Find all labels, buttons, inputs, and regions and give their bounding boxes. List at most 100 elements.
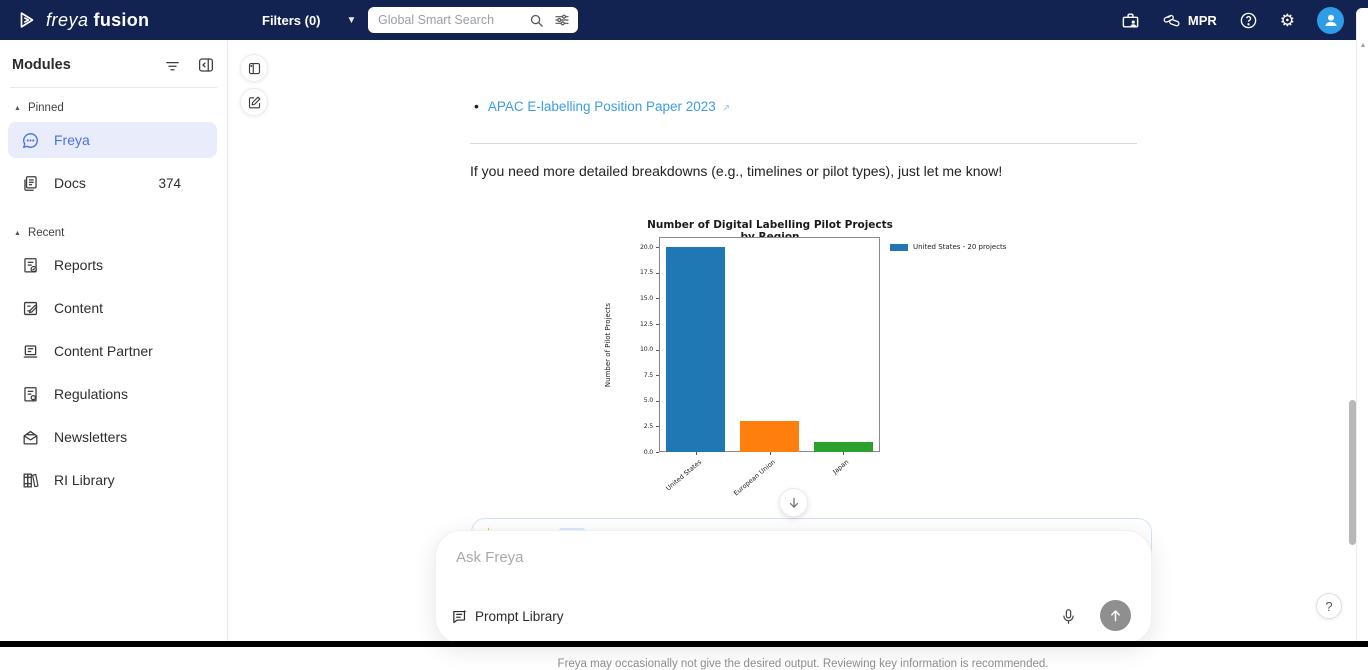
chart-y-tick (656, 375, 659, 377)
chart-y-tick (656, 324, 659, 326)
envelope-icon (20, 428, 40, 447)
message-divider (470, 143, 1137, 144)
search-settings-sliders-icon[interactable] (554, 12, 570, 28)
regulation-doc-icon (20, 385, 40, 404)
chart-y-tick-label: 12.5 (640, 320, 653, 328)
top-navbar: freya fusion Filters (0) ▼ (0, 0, 1368, 40)
sidebar-filter-icon[interactable] (164, 57, 181, 74)
documents-icon (20, 174, 40, 193)
ask-freya-input[interactable] (456, 549, 1126, 599)
chart-x-tick-label: European Union (731, 458, 777, 498)
sidebar-collapse-icon[interactable] (197, 56, 215, 74)
mpr-nav-item[interactable]: MPR (1162, 11, 1217, 30)
search-icon[interactable] (529, 13, 544, 28)
scrollbar-up-arrow[interactable]: ▲ (1359, 42, 1367, 49)
sidebar-item-content-partner[interactable]: Content Partner (8, 333, 217, 369)
sidebar-title: Modules (12, 57, 71, 73)
chart-y-axis-label: Number of Pilot Projects (604, 302, 612, 387)
chart-x-tick (695, 452, 697, 455)
sidebar-item-label: Newsletters (54, 429, 128, 445)
prompt-library-button[interactable]: Prompt Library (451, 608, 564, 625)
sidebar-item-label: Reports (54, 257, 104, 273)
modules-sidebar: Modules ▲ Pinned Freya (0, 40, 228, 641)
chart-y-tick (656, 452, 659, 453)
workspace-briefcase-icon[interactable] (1121, 11, 1140, 30)
device-icon (20, 342, 40, 361)
chart-legend-item: United States - 20 projects (890, 243, 1006, 251)
window-bottom-edge (0, 641, 1368, 647)
chart-bar (740, 421, 799, 452)
section-label-recent: Recent (27, 227, 65, 239)
disclaimer-text: Freya may occasionally not give the desi… (557, 658, 1049, 670)
send-button[interactable] (1100, 600, 1131, 631)
toggle-conversation-panel-button[interactable] (240, 54, 268, 82)
chart-y-tick (656, 349, 659, 351)
books-icon (20, 471, 40, 490)
chat-main-area: • APAC E-labelling Position Paper 2023 ↗… (229, 40, 1368, 670)
bullet-point: • (474, 98, 479, 114)
sidebar-item-docs[interactable]: Docs 374 (8, 165, 217, 201)
sidebar-item-label: RI Library (54, 472, 115, 488)
pills-icon (1162, 11, 1181, 30)
chart-bar (666, 247, 726, 452)
content-scrollbar-thumb[interactable] (1349, 400, 1356, 545)
report-check-icon (20, 256, 40, 275)
sidebar-item-reports[interactable]: Reports (8, 247, 217, 283)
sidebar-item-freya[interactable]: Freya (8, 122, 217, 158)
chart-y-tick-label: 17.5 (640, 269, 653, 277)
content-edit-icon (20, 299, 40, 318)
chevron-down-icon: ▼ (346, 14, 357, 26)
sidebar-divider (10, 87, 217, 88)
bar-chart: Number of Digital Labelling Pilot Projec… (604, 219, 1006, 497)
chart-y-tick-label: 5.0 (643, 397, 653, 405)
help-circle-icon[interactable] (1239, 11, 1258, 30)
sidebar-item-label: Regulations (54, 386, 128, 402)
legend-label: United States - 20 projects (913, 243, 1007, 251)
citation-list-item: • APAC E-labelling Position Paper 2023 ↗ (474, 98, 730, 114)
chat-input-card: Prompt Library (435, 530, 1152, 644)
sidebar-item-newsletters[interactable]: Newsletters (8, 419, 217, 455)
filters-label: Filters (0) (262, 12, 321, 28)
section-toggle-recent[interactable]: ▲ Recent (14, 227, 227, 239)
help-fab-button[interactable]: ? (1316, 593, 1342, 619)
chat-bubble-icon (20, 131, 40, 150)
chart-y-tick-label: 0.0 (643, 448, 653, 456)
citation-link[interactable]: APAC E-labelling Position Paper 2023 (487, 99, 716, 114)
legend-swatch (890, 243, 908, 251)
chart-y-tick-label: 2.5 (643, 422, 653, 430)
user-avatar[interactable] (1317, 6, 1344, 34)
microphone-icon[interactable] (1060, 608, 1077, 625)
chart-y-tick-label: 20.0 (640, 243, 653, 251)
new-chat-compose-button[interactable] (240, 88, 268, 116)
sidebar-item-label: Freya (54, 132, 90, 148)
prompt-library-label: Prompt Library (475, 609, 564, 624)
docs-count-badge: 374 (158, 175, 181, 191)
chart-x-tick (769, 452, 771, 455)
chart-x-tick-label: Japan (831, 458, 851, 476)
mpr-label: MPR (1187, 12, 1217, 28)
page-scrollbar-track[interactable]: ▲ (1356, 8, 1368, 641)
chart-bar (813, 441, 873, 452)
section-toggle-pinned[interactable]: ▲ Pinned (14, 102, 227, 114)
chart-y-tick (656, 426, 659, 428)
chart-x-tick-label: United States (664, 458, 703, 493)
triangle-up-icon: ▲ (14, 229, 21, 237)
sidebar-item-content[interactable]: Content (8, 290, 217, 326)
scroll-to-bottom-button[interactable] (779, 488, 808, 517)
sidebar-item-label: Docs (54, 175, 86, 191)
chart-y-tick-label: 15.0 (640, 294, 653, 302)
prompt-library-icon (451, 608, 468, 625)
search-input[interactable] (378, 13, 529, 27)
chart-y-tick (656, 400, 659, 402)
filters-dropdown[interactable]: Filters (0) ▼ (262, 0, 356, 40)
sidebar-item-ri-library[interactable]: RI Library (8, 462, 217, 498)
brand-text-freya: freya (46, 9, 89, 30)
settings-gear-icon[interactable]: ⚙ (1279, 10, 1295, 30)
chart-y-tick (656, 272, 659, 274)
brand-logo: freya fusion (16, 9, 149, 31)
section-label-pinned: Pinned (27, 102, 64, 114)
chart-y-tick-label: 10.0 (640, 346, 653, 354)
chart-y-tick (656, 247, 659, 249)
sidebar-item-regulations[interactable]: Regulations (8, 376, 217, 412)
global-search (368, 7, 578, 33)
